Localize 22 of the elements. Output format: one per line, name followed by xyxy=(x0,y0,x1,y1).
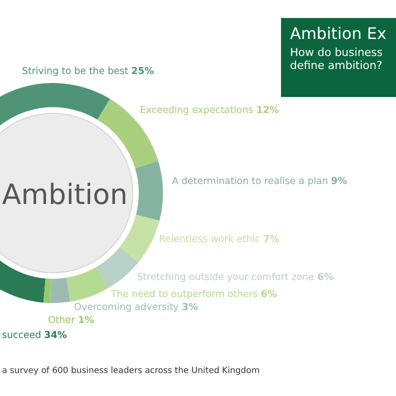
data-label: 6% xyxy=(317,272,334,283)
chart-title: Ambition Ex xyxy=(290,24,388,43)
text: a survey of 600 business leaders across the United Kingdom xyxy=(2,366,260,376)
data-label: 3% xyxy=(182,302,198,313)
chart-subtitle: How do business define ambition? xyxy=(290,46,384,72)
slice-label: Striving to be the best xyxy=(22,66,130,77)
slice-label: Exceeding expectations xyxy=(140,105,254,116)
slice-label: The need to outperform others xyxy=(111,289,259,300)
data-label: 9% xyxy=(331,176,348,187)
slice-label: Overcoming adversity xyxy=(74,302,180,313)
slice-label: Relentless work ethic xyxy=(159,234,262,245)
data-label: 7% xyxy=(263,234,280,245)
text: Ambition xyxy=(2,178,128,212)
data-label: 25% xyxy=(131,66,154,77)
data-label: 12% xyxy=(256,105,279,116)
data-label: 34% xyxy=(44,330,67,341)
data-label: 6% xyxy=(260,289,277,300)
data-label: 1% xyxy=(78,315,94,326)
slice-label: succeed xyxy=(2,330,42,341)
slice-label: Other xyxy=(48,315,76,326)
slice-label: A determination to realise a plan xyxy=(172,176,330,187)
slice-label: Stretching outside your comfort zone xyxy=(137,272,316,283)
